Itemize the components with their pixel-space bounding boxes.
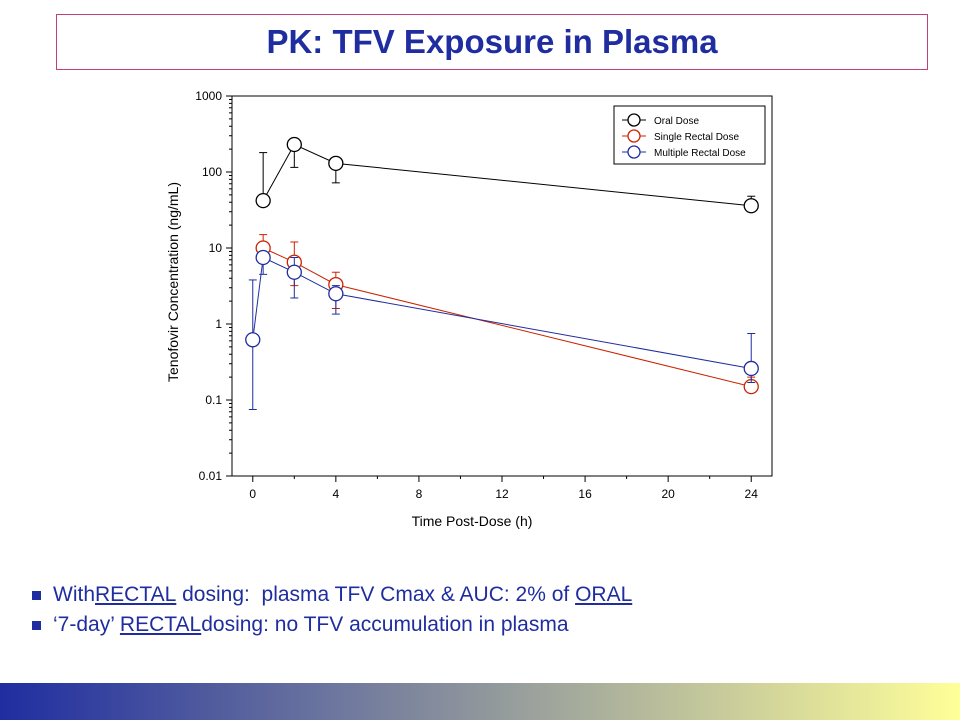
x-axis-label: Time Post-Dose (h): [412, 513, 533, 529]
page-title: PK: TFV Exposure in Plasma: [266, 23, 718, 60]
legend-marker: [627, 129, 641, 143]
bullet-list: With RECTAL dosing: plasma TFV Cmax & AU…: [32, 580, 932, 640]
x-tick-label: 0: [249, 487, 256, 501]
legend-label: Multiple Rectal Dose: [654, 148, 746, 159]
y-tick-label: 1000: [195, 89, 222, 103]
data-point: [328, 286, 344, 302]
data-point: [255, 192, 271, 209]
series-line: [262, 247, 752, 388]
bullet-2-text-a: ‘7-day’: [53, 613, 120, 636]
bullet-1-text-b: dosing: plasma TFV Cmax & AUC: 2% of: [176, 583, 576, 606]
legend-label: Single Rectal Dose: [654, 132, 739, 143]
bullet-2-text-b: dosing: no TFV accumulation in plasma: [201, 613, 569, 636]
data-point: [328, 155, 344, 171]
y-tick-label: 0.01: [199, 469, 223, 483]
bullet-square-icon: [32, 620, 41, 630]
legend-marker: [627, 113, 641, 127]
legend-marker: [627, 145, 641, 159]
bullet-item-1: With RECTAL dosing: plasma TFV Cmax & AU…: [32, 580, 932, 610]
data-point: [286, 264, 302, 280]
title-box: PK: TFV Exposure in Plasma: [56, 14, 928, 70]
footer-gradient-bar: [0, 683, 960, 720]
bullet-2-rectal: RECTAL: [119, 613, 202, 636]
data-point: [286, 136, 302, 153]
data-point: [743, 198, 759, 214]
y-tick-label: 10: [209, 241, 223, 255]
y-axis-label: Tenofovir Concentration (ng/mL): [165, 182, 181, 382]
bullet-square-icon: [32, 590, 41, 600]
y-tick-label: 100: [202, 165, 222, 179]
x-tick-label: 20: [661, 487, 675, 501]
series-line: [262, 143, 752, 207]
pk-chart: 0.01 0.1 1 10 100 1000 0 4 8 12 16 20 24 Time Post-Do…: [165, 89, 773, 529]
bullet-1-rectal: RECTAL: [95, 583, 177, 606]
x-tick-label: 12: [495, 487, 509, 501]
bullet-1-oral: ORAL: [575, 583, 633, 606]
bullet-1-text-a: With: [53, 583, 95, 606]
legend-label: Oral Dose: [654, 116, 699, 127]
data-point: [743, 360, 759, 377]
data-point: [245, 332, 261, 348]
series-line: [252, 256, 752, 369]
x-tick-label: 8: [416, 487, 423, 501]
bullet-item-2: ‘7-day’ RECTAL dosing: no TFV accumulati…: [32, 610, 932, 640]
data-point: [255, 249, 271, 266]
x-tick-label: 16: [578, 487, 592, 501]
x-tick-label: 24: [745, 487, 759, 501]
y-tick-label: 1: [215, 317, 222, 331]
y-tick-label: 0.1: [205, 393, 222, 407]
x-tick-label: 4: [333, 487, 340, 501]
